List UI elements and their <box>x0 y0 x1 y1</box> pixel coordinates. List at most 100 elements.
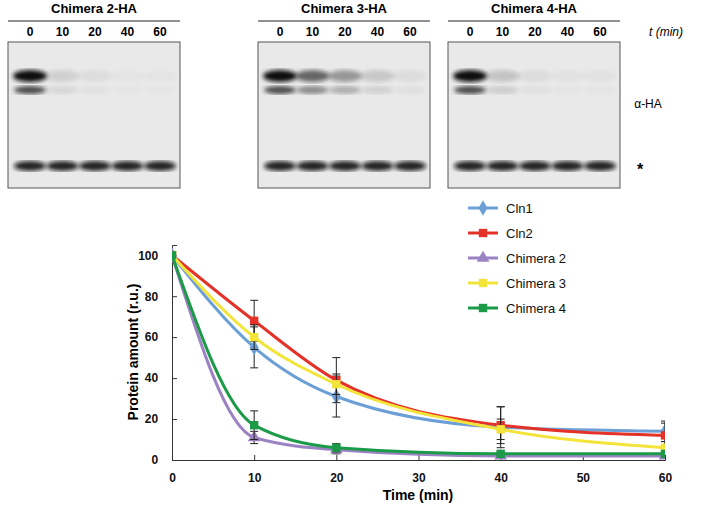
legend-marker <box>477 251 490 262</box>
blot-title-rule <box>8 21 180 22</box>
blot-title: Chimera 4-HA <box>491 1 578 16</box>
blot-title: Chimera 2-HA <box>51 1 138 16</box>
error-bar-cap <box>332 417 340 418</box>
y-tick-label: 40 <box>145 371 159 385</box>
loading-band <box>454 161 486 171</box>
lane-label: 60 <box>153 25 167 39</box>
blot-title-rule <box>448 21 620 22</box>
series <box>172 251 665 458</box>
x-tick-mark <box>336 455 337 460</box>
ha-band-lower <box>584 86 616 94</box>
legend-item: Cln1 <box>468 200 533 216</box>
series-marker <box>250 421 258 429</box>
series-marker <box>661 424 665 440</box>
y-tick-mark <box>172 337 177 338</box>
ha-band-upper <box>263 70 297 82</box>
loading-band <box>394 161 426 171</box>
legend-label: Chimera 4 <box>506 301 566 316</box>
legend-marker <box>479 279 487 287</box>
error-bar <box>497 419 505 439</box>
y-tick-mark <box>172 460 177 461</box>
lane-label: 60 <box>593 25 607 39</box>
band-label: α-HA <box>634 97 662 111</box>
y-tick-label: 80 <box>145 290 159 304</box>
ha-band-upper <box>393 70 427 82</box>
y-tick-label: 60 <box>145 330 159 344</box>
error-bar-cap <box>250 300 258 301</box>
series-marker <box>332 444 340 452</box>
series-line <box>172 255 665 456</box>
series-marker <box>661 431 665 439</box>
series-marker <box>332 380 340 388</box>
y-tick-label: 100 <box>138 249 158 263</box>
blots: Chimera 2-HA010204060Chimera 3-HA0102040… <box>8 1 683 188</box>
error-bar-cap <box>332 453 340 454</box>
y-tick: 80 <box>145 290 177 304</box>
loading-band <box>264 161 296 171</box>
ha-band-upper <box>453 70 487 82</box>
error-bar-cap <box>497 439 505 440</box>
ha-band-upper <box>328 70 362 82</box>
legend-label: Cln1 <box>506 201 533 216</box>
legend-label: Chimera 3 <box>506 276 566 291</box>
error-bar-cap <box>661 441 665 442</box>
y-tick-mark <box>172 378 177 379</box>
x-tick: 30 <box>412 455 426 485</box>
x-tick-mark <box>665 455 666 460</box>
x-tick-label: 0 <box>169 471 176 485</box>
lane-label: 0 <box>27 25 34 39</box>
lane-label: 20 <box>528 25 542 39</box>
series <box>172 248 665 460</box>
error-bar-cap <box>497 447 505 448</box>
error-bar <box>332 358 340 403</box>
series-line <box>172 255 665 431</box>
y-tick-mark <box>172 296 177 297</box>
ha-band-lower <box>362 86 394 94</box>
loading-label: * <box>637 161 644 178</box>
series-marker <box>250 317 258 325</box>
x-tick-label: 50 <box>577 471 591 485</box>
ha-band-upper <box>13 70 47 82</box>
ha-band-upper <box>111 70 145 82</box>
error-bar <box>661 421 665 441</box>
lane-label: 10 <box>496 25 510 39</box>
loading-band <box>144 161 176 171</box>
x-tick-label: 20 <box>330 471 344 485</box>
series-marker <box>172 251 176 259</box>
legend-marker <box>479 304 487 312</box>
ha-band-lower <box>47 86 79 94</box>
error-bar-cap <box>497 443 505 444</box>
series-marker <box>496 450 504 458</box>
figure: Chimera 2-HA 0 10 20 40 60 Chimera 3-HA0102040… <box>0 0 709 512</box>
ha-band-upper <box>518 70 552 82</box>
error-bar-cap <box>497 419 505 420</box>
y-axis-line <box>173 246 178 461</box>
y-tick: 60 <box>145 330 177 344</box>
error-bar <box>250 300 258 341</box>
lane-label: 20 <box>338 25 352 39</box>
x-tick-mark <box>254 455 255 460</box>
error-bar-cap <box>250 439 258 440</box>
ha-band-lower <box>552 86 584 94</box>
error-bar <box>497 407 505 444</box>
y-axis: 020406080100 <box>138 246 177 468</box>
ha-band-upper <box>143 70 177 82</box>
loading-band <box>79 161 111 171</box>
blot-panel: Chimera 2-HA010204060 <box>8 1 180 188</box>
series-line <box>172 255 665 435</box>
blot-title: Chimera 3-HA <box>301 1 388 16</box>
ha-band-upper <box>486 70 520 82</box>
blot-panel: Chimera 3-HA010204060 <box>258 1 430 188</box>
blot-background <box>258 42 430 188</box>
y-tick-mark <box>172 419 177 420</box>
loading-band <box>14 161 46 171</box>
series-marker <box>496 425 504 433</box>
series-marker <box>172 248 178 259</box>
error-bar-cap <box>332 402 340 403</box>
lane-label: 10 <box>56 25 70 39</box>
x-tick: 20 <box>330 455 344 485</box>
legend-label: Cln2 <box>506 226 533 241</box>
loading-band <box>112 161 144 171</box>
legend-marker <box>479 229 487 237</box>
loading-band <box>552 161 584 171</box>
